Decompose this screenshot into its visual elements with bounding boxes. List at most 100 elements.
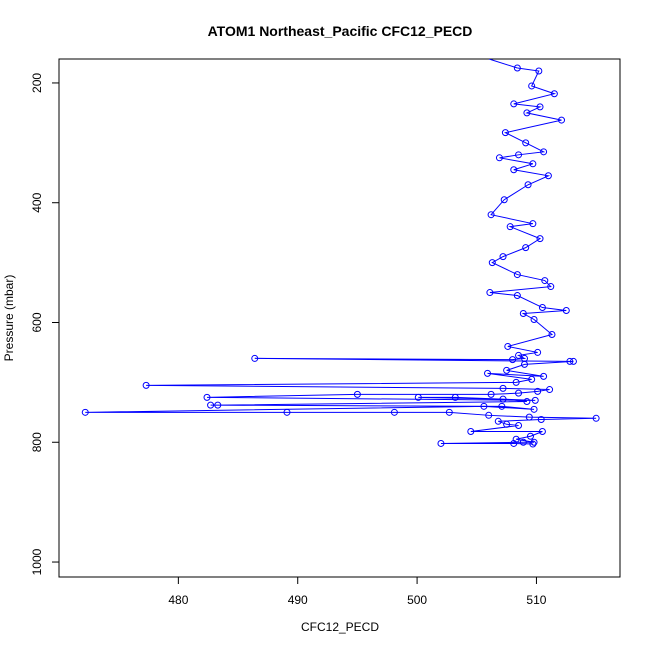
data-point [530,315,538,323]
data-point [519,310,527,318]
data-point [531,396,539,404]
data-point [529,220,537,228]
data-point [515,389,523,397]
data-point [451,393,459,401]
x-tick-label: 500 [407,593,427,607]
data-point [541,277,549,285]
data-point [558,116,566,124]
data-point [487,390,495,398]
data-point [515,351,523,359]
data-point [519,438,527,446]
data-point [486,289,494,297]
y-axis-label: Pressure (mbar) [2,275,16,362]
data-point [566,357,574,365]
data-point [510,100,518,108]
data-point [414,393,422,401]
series-line-top-segment [488,59,518,69]
data-point [251,354,259,362]
data-point [484,369,492,377]
data-point [142,381,150,389]
data-point [214,401,222,409]
data-point [547,283,555,291]
plot-frame [58,58,621,578]
data-point [203,393,211,401]
data-point [467,427,475,435]
data-point [498,402,506,410]
data-point [523,398,531,406]
data-point [506,223,514,231]
data-point [513,64,521,72]
data-point [548,330,556,338]
data-point [530,405,538,413]
data-point [529,160,537,168]
series-line [85,67,597,445]
data-point [485,411,493,419]
data-point [528,375,536,383]
y-tick-label: 1000 [30,548,44,575]
data-point [534,387,542,395]
x-axis: 480 490 500 510 [168,577,547,607]
x-tick-label: 490 [288,593,308,607]
data-point [534,348,542,356]
data-point [353,390,361,398]
data-point [515,151,523,159]
data-point [513,292,521,300]
data-point [522,139,530,147]
data-point [592,414,600,422]
data-point [501,129,509,137]
y-tick-label: 400 [30,192,44,212]
data-point [538,304,546,312]
chart-title: ATOM1 Northeast_Pacific CFC12_PECD [208,23,473,39]
x-tick-label: 510 [526,593,546,607]
data-point [562,307,570,315]
data-point [536,235,544,243]
data-point [81,408,89,416]
data-point [522,244,530,252]
data-point [510,439,518,447]
data-point [525,413,533,421]
data-point [437,439,445,447]
data-point [510,166,518,174]
x-axis-label: CFC12_PECD [301,620,379,634]
data-point [537,416,545,424]
data-point [512,378,520,386]
data-point [499,253,507,261]
data-point [521,360,529,368]
data-point [509,356,517,364]
data-point [530,438,538,446]
data-point [540,372,548,380]
data-point [528,82,536,90]
data-point [524,181,532,189]
data-point [538,427,546,435]
y-tick-label: 600 [30,312,44,332]
data-point [569,357,577,365]
y-tick-label: 800 [30,432,44,452]
data-point [513,271,521,279]
data-point [500,196,508,204]
data-point [504,342,512,350]
data-point [515,421,523,429]
data-point [499,395,507,403]
data-point [283,408,291,416]
data-point [495,154,503,162]
data-point [544,172,552,180]
plot-area [81,59,600,448]
data-point [540,148,548,156]
data-point [546,386,554,394]
data-point [390,408,398,416]
data-point [445,408,453,416]
data-point [523,109,531,117]
data-point [503,420,511,428]
data-point [488,259,496,267]
y-tick-label: 200 [30,73,44,93]
data-point [499,384,507,392]
data-point [529,440,537,448]
y-axis: 200 400 600 800 1000 [30,73,59,575]
data-point [503,366,511,374]
data-point [526,432,534,440]
data-point [480,402,488,410]
data-point [550,90,558,98]
data-point [207,401,215,409]
x-tick-label: 480 [168,593,188,607]
